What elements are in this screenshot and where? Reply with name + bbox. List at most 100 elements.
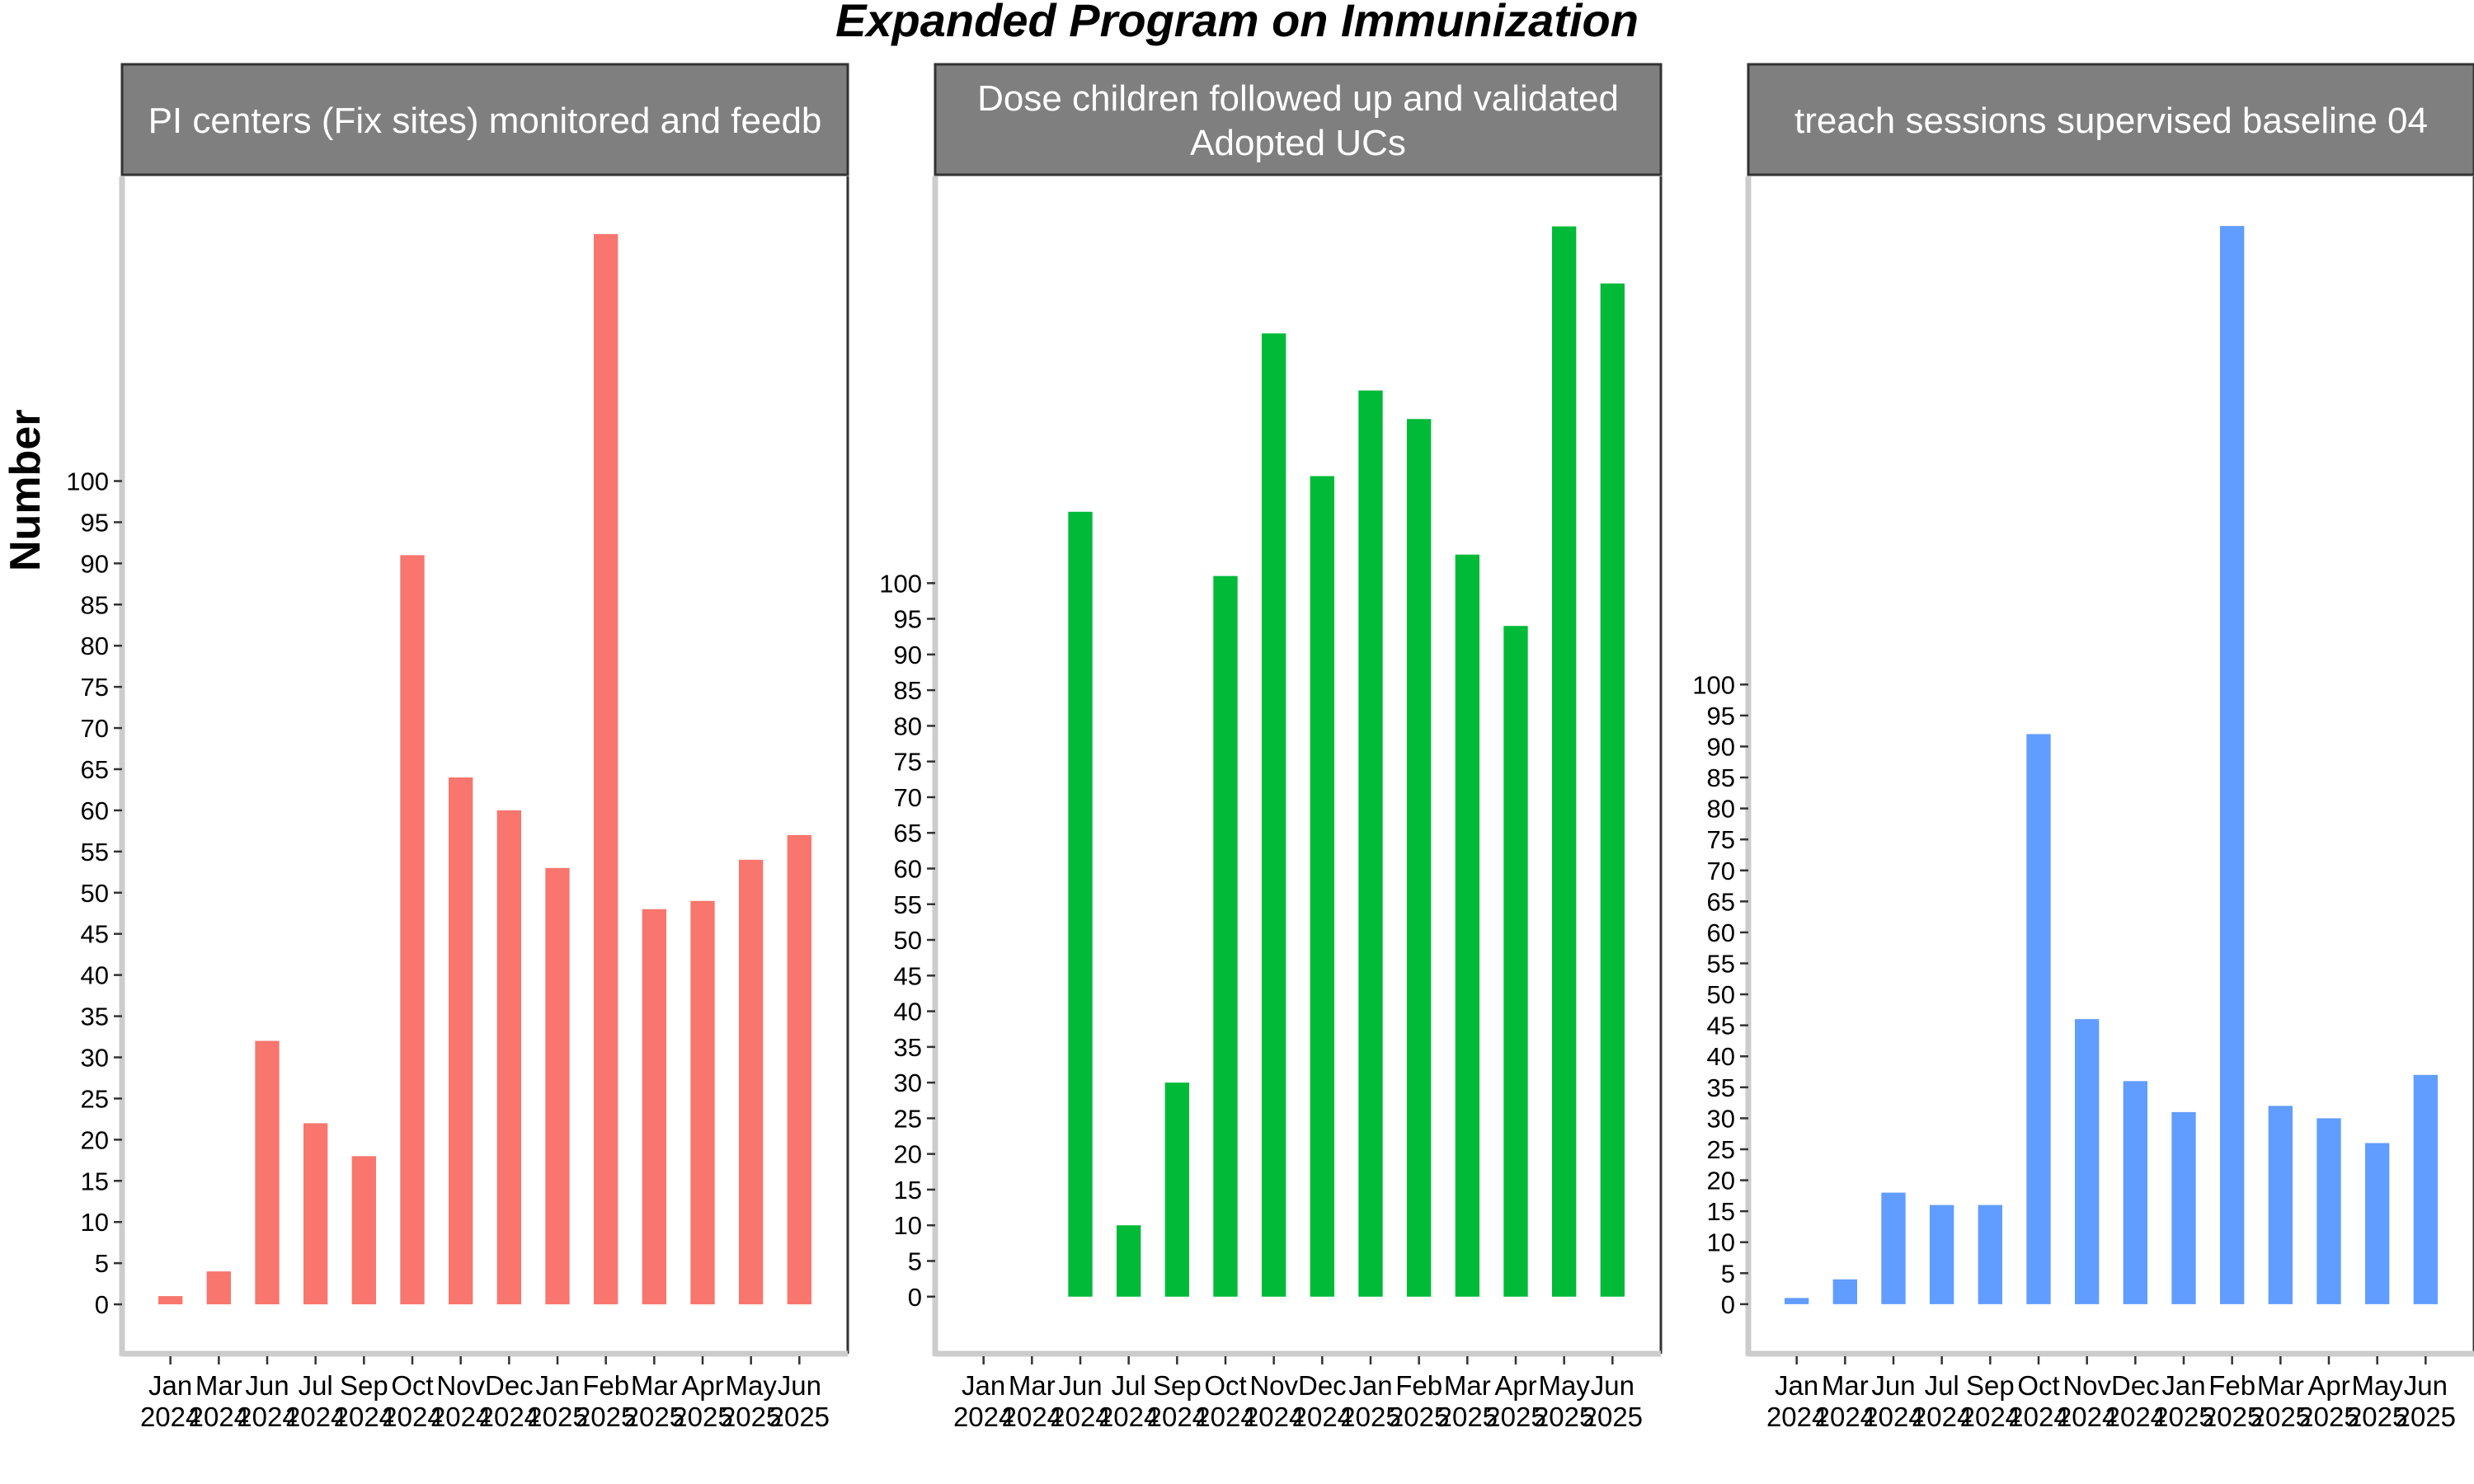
panel-3-x-tick-label-month: Feb	[2208, 1370, 2255, 1401]
chart-title: Expanded Program on Immunization	[835, 0, 1639, 46]
panel-1-bar	[496, 810, 521, 1305]
panel-1-x-tick-label-year: 2025	[624, 1402, 684, 1432]
panel-1-x-tick-label-month: Jan	[148, 1370, 192, 1401]
panel-2-y-tick-label: 20	[894, 1140, 922, 1169]
panel-3-x-tick-label-year: 2024	[1912, 1402, 1972, 1432]
panel-2-x-tick-label-month: Oct	[1204, 1370, 1246, 1401]
panel-3-bar	[2220, 226, 2245, 1304]
panel-2-y-tick-label: 80	[894, 711, 922, 740]
panel-2-y-tick-label: 65	[894, 819, 922, 848]
panel-2-y-tick-label: 60	[894, 854, 922, 883]
panel-3-y-tick-label: 75	[1707, 825, 1735, 854]
panel-1-y-tick-label: 80	[81, 632, 109, 660]
panel-3-x-tick-label-month: Sep	[1966, 1370, 2015, 1401]
panel-3-y-tick-label: 55	[1707, 950, 1735, 979]
panel-1-x-tick-label-year: 2024	[189, 1402, 249, 1432]
panel-2-x-tick-label-month: Apr	[1494, 1370, 1536, 1401]
panel-3-x-tick-label-year: 2025	[2298, 1402, 2359, 1432]
panel-3-x-tick-label-month: May	[2351, 1370, 2403, 1401]
panel-1-x-tick-label-year: 2025	[721, 1402, 781, 1432]
panel-1-bar	[255, 1040, 280, 1305]
panel-2-bar	[1358, 390, 1383, 1297]
panel-2-y-tick-label: 55	[894, 890, 922, 919]
panel-3-y-tick-label: 35	[1707, 1073, 1735, 1102]
panel-1-x-tick-label-month: Mar	[631, 1370, 678, 1401]
panel-2-x-tick-label-month: Feb	[1395, 1370, 1442, 1401]
panel-2-bar	[1600, 283, 1625, 1297]
panel-3-x-tick-label-month: Apr	[2307, 1370, 2349, 1401]
panel-1-y-tick-label: 85	[81, 590, 109, 619]
panel-1-y-tick-label: 65	[81, 755, 109, 784]
panel-2-bar	[1117, 1225, 1141, 1297]
panel-3-x-tick-label-month: Nov	[2062, 1370, 2111, 1401]
panel-1-x-tick-label-month: Jul	[299, 1370, 333, 1401]
panel-1-y-tick-label: 50	[81, 879, 109, 908]
panel-2-x-tick-label-year: 2024	[1147, 1402, 1207, 1432]
panel-1-bar	[206, 1271, 231, 1305]
panel-1-y-tick-label: 75	[81, 673, 109, 702]
panel-1-bar	[545, 867, 570, 1305]
panel-3-bar	[1930, 1205, 1954, 1304]
panel-2-bar	[1407, 419, 1432, 1297]
panel-3-x-tick-label-month: Jan	[2161, 1370, 2205, 1401]
panel-2-y-tick-label: 90	[894, 641, 922, 669]
panel-1-bar	[449, 777, 473, 1305]
panel-2-y-tick-label: 0	[908, 1283, 922, 1312]
panel-2-bar	[1455, 554, 1479, 1297]
panel-2-y-tick-label: 25	[894, 1104, 922, 1133]
panel-1-y-tick-label: 25	[81, 1084, 109, 1113]
panel-3-x-tick-label-month: Jul	[1925, 1370, 1959, 1401]
panel-1-bar	[400, 555, 425, 1305]
panel-1-x-tick-label-year: 2025	[672, 1402, 732, 1432]
panel-2-strip	[934, 63, 1663, 176]
panel-2-y-tick-label: 35	[894, 1033, 922, 1062]
panel-3-bar	[1832, 1279, 1857, 1304]
panel-3-y-tick-label: 80	[1707, 795, 1735, 824]
panel-2-y-tick-label: 30	[894, 1068, 922, 1097]
panel-1-x-tick-label-month: Nov	[436, 1370, 485, 1401]
panel-3-x-tick-label-year: 2024	[2057, 1402, 2117, 1432]
panel-3-x-tick-label-month: Jun	[1871, 1370, 1915, 1401]
panel-2-y-tick-label: 100	[879, 569, 922, 598]
panel-1-x-tick-label-year: 2024	[334, 1402, 394, 1432]
panel-3-bar	[2075, 1019, 2100, 1304]
panel-1-y-tick-label: 15	[81, 1167, 109, 1195]
panel-3-y-tick-label: 70	[1707, 857, 1735, 885]
panel-1-x-tick-label-year: 2024	[140, 1402, 200, 1432]
panel-2-x-tick-label-month: Jan	[1348, 1370, 1392, 1401]
panel-2-bar	[1552, 226, 1577, 1297]
panel-1-bar	[739, 859, 764, 1305]
panel-2-x-tick-label-month: Jul	[1112, 1370, 1146, 1401]
panel-3-x-tick-label-year: 2024	[1815, 1402, 1875, 1432]
panel-1-y-tick-label: 95	[81, 508, 109, 537]
panel-1-x-tick-label-month: Sep	[340, 1370, 388, 1401]
panel-3-y-tick-label: 10	[1707, 1228, 1735, 1257]
panel-2-x-tick-label-year: 2025	[1389, 1402, 1449, 1432]
panel-2-x-tick-label-year: 2025	[1340, 1402, 1400, 1432]
panel-2-x-tick-label-month: Sep	[1153, 1370, 1202, 1401]
panel-1-x-tick-label-month: Mar	[195, 1370, 242, 1401]
panel-2-bar	[1213, 575, 1238, 1297]
panel-2-x-tick-label-year: 2025	[1583, 1402, 1643, 1432]
panel-2-bar	[1262, 333, 1286, 1297]
panel-2-x-tick-label-month: May	[1538, 1370, 1590, 1401]
panel-3-y-tick-label: 0	[1721, 1290, 1735, 1319]
panel-2-x-tick-label-year: 2024	[1195, 1402, 1255, 1432]
panel-1-y-tick-label: 30	[81, 1044, 109, 1073]
panel-2-bar	[1068, 511, 1093, 1297]
panel-1-x-tick-label-month: Jan	[535, 1370, 579, 1401]
panel-3-y-tick-label: 5	[1721, 1259, 1735, 1288]
panel-3-bar	[2171, 1111, 2196, 1304]
panel-3-x-tick-label-month: Oct	[2017, 1370, 2059, 1401]
panel-3-y-tick-label: 100	[1692, 670, 1735, 699]
panel-3-bar	[1785, 1298, 1809, 1304]
panel-2-y-tick-label: 15	[894, 1176, 922, 1205]
panel-3-y-tick-label: 45	[1707, 1012, 1735, 1040]
panel-1-y-tick-label: 90	[81, 549, 109, 578]
panel-1-y-tick-label: 70	[81, 714, 109, 743]
panel-1-x-tick-label-year: 2025	[576, 1402, 636, 1432]
panel-3-x-tick-label-year: 2025	[2251, 1402, 2311, 1432]
panel-1-bar	[303, 1123, 328, 1305]
panel-1-bar	[351, 1156, 376, 1305]
